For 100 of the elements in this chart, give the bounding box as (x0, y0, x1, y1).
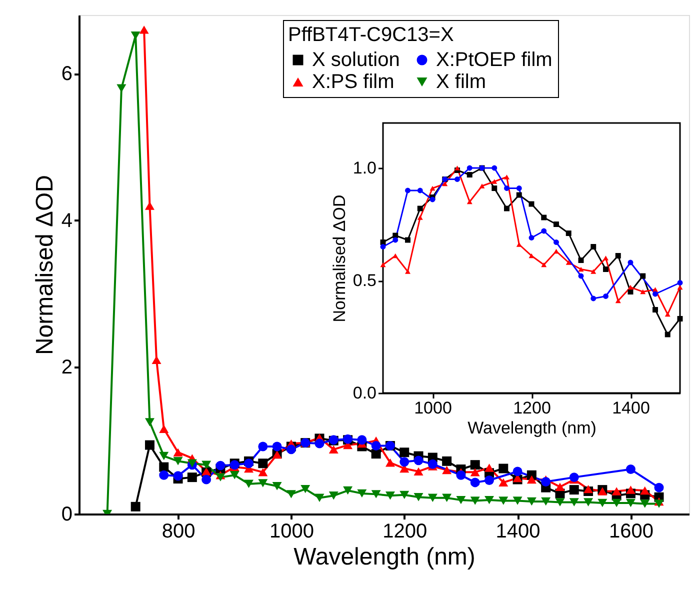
x-tick-label: 1200 (382, 520, 428, 542)
point (417, 188, 423, 194)
point (569, 498, 579, 506)
legend-title: PffBT4T-C9C13=X (288, 24, 454, 46)
point (371, 441, 381, 450)
point (430, 196, 436, 202)
point (187, 472, 197, 482)
point (554, 248, 559, 254)
point (258, 479, 268, 488)
point (286, 444, 296, 454)
point (640, 500, 650, 508)
point (677, 316, 683, 322)
point (654, 500, 664, 508)
point (173, 471, 183, 481)
point (603, 256, 608, 260)
point (590, 244, 596, 250)
point (466, 172, 472, 178)
point (417, 206, 423, 212)
point (470, 478, 480, 488)
point (626, 464, 636, 474)
point (569, 472, 579, 482)
point (504, 186, 510, 191)
point (612, 487, 622, 496)
point (512, 496, 522, 505)
point (357, 435, 367, 445)
point (116, 84, 126, 92)
point (664, 332, 670, 338)
y-tick-label: 4 (61, 210, 72, 232)
point (405, 188, 410, 194)
point (603, 266, 608, 272)
point (428, 459, 438, 469)
point (578, 273, 584, 279)
point (314, 438, 324, 448)
point (152, 356, 162, 364)
point (300, 484, 310, 494)
point (526, 475, 536, 484)
point (554, 240, 559, 245)
legend-label: X:PS film (312, 71, 394, 93)
point (442, 466, 452, 474)
point (139, 26, 149, 34)
point (626, 498, 636, 508)
point (484, 496, 494, 504)
point (541, 497, 551, 506)
x-axis-title: Wavelength (nm) (468, 418, 596, 438)
legend-label: X solution (312, 49, 400, 71)
y-tick-label: 2 (61, 356, 72, 379)
point (492, 165, 498, 171)
point (400, 490, 410, 500)
point (590, 296, 596, 302)
point (555, 482, 565, 491)
point (144, 418, 154, 426)
point (528, 235, 534, 240)
point (144, 440, 154, 450)
point (516, 192, 522, 198)
point (405, 237, 410, 243)
point (244, 480, 254, 488)
x-tick-label: 1400 (496, 520, 540, 542)
point (541, 476, 551, 486)
point (677, 280, 683, 286)
point (516, 242, 522, 247)
point (652, 307, 658, 312)
point (498, 464, 508, 474)
point (484, 464, 494, 472)
point (470, 468, 480, 476)
point (385, 458, 395, 467)
point (466, 165, 472, 171)
point (456, 470, 466, 480)
point (512, 466, 522, 476)
point (130, 502, 140, 512)
point (626, 486, 636, 494)
point (400, 448, 410, 458)
point (258, 468, 268, 476)
point (590, 269, 596, 274)
point (541, 228, 547, 234)
point (314, 494, 324, 502)
point (428, 494, 438, 502)
point (555, 498, 565, 506)
point (343, 486, 353, 495)
point (187, 459, 197, 468)
point (159, 462, 169, 472)
point (584, 498, 594, 506)
point (371, 490, 381, 498)
point (454, 166, 460, 170)
point (405, 269, 410, 274)
point (417, 215, 423, 220)
point (528, 253, 534, 258)
x-tick-label: 1000 (269, 520, 314, 542)
point (526, 497, 536, 506)
y-tick-label: 0 (61, 504, 72, 526)
legend-label: X film (436, 71, 486, 93)
point (385, 492, 395, 500)
point (516, 186, 522, 191)
point (454, 176, 460, 182)
x-tick-label: 1200 (513, 398, 551, 418)
point (258, 458, 268, 468)
point (456, 496, 466, 504)
point (603, 294, 608, 299)
point (628, 260, 634, 266)
point (173, 457, 183, 466)
point (628, 284, 634, 290)
